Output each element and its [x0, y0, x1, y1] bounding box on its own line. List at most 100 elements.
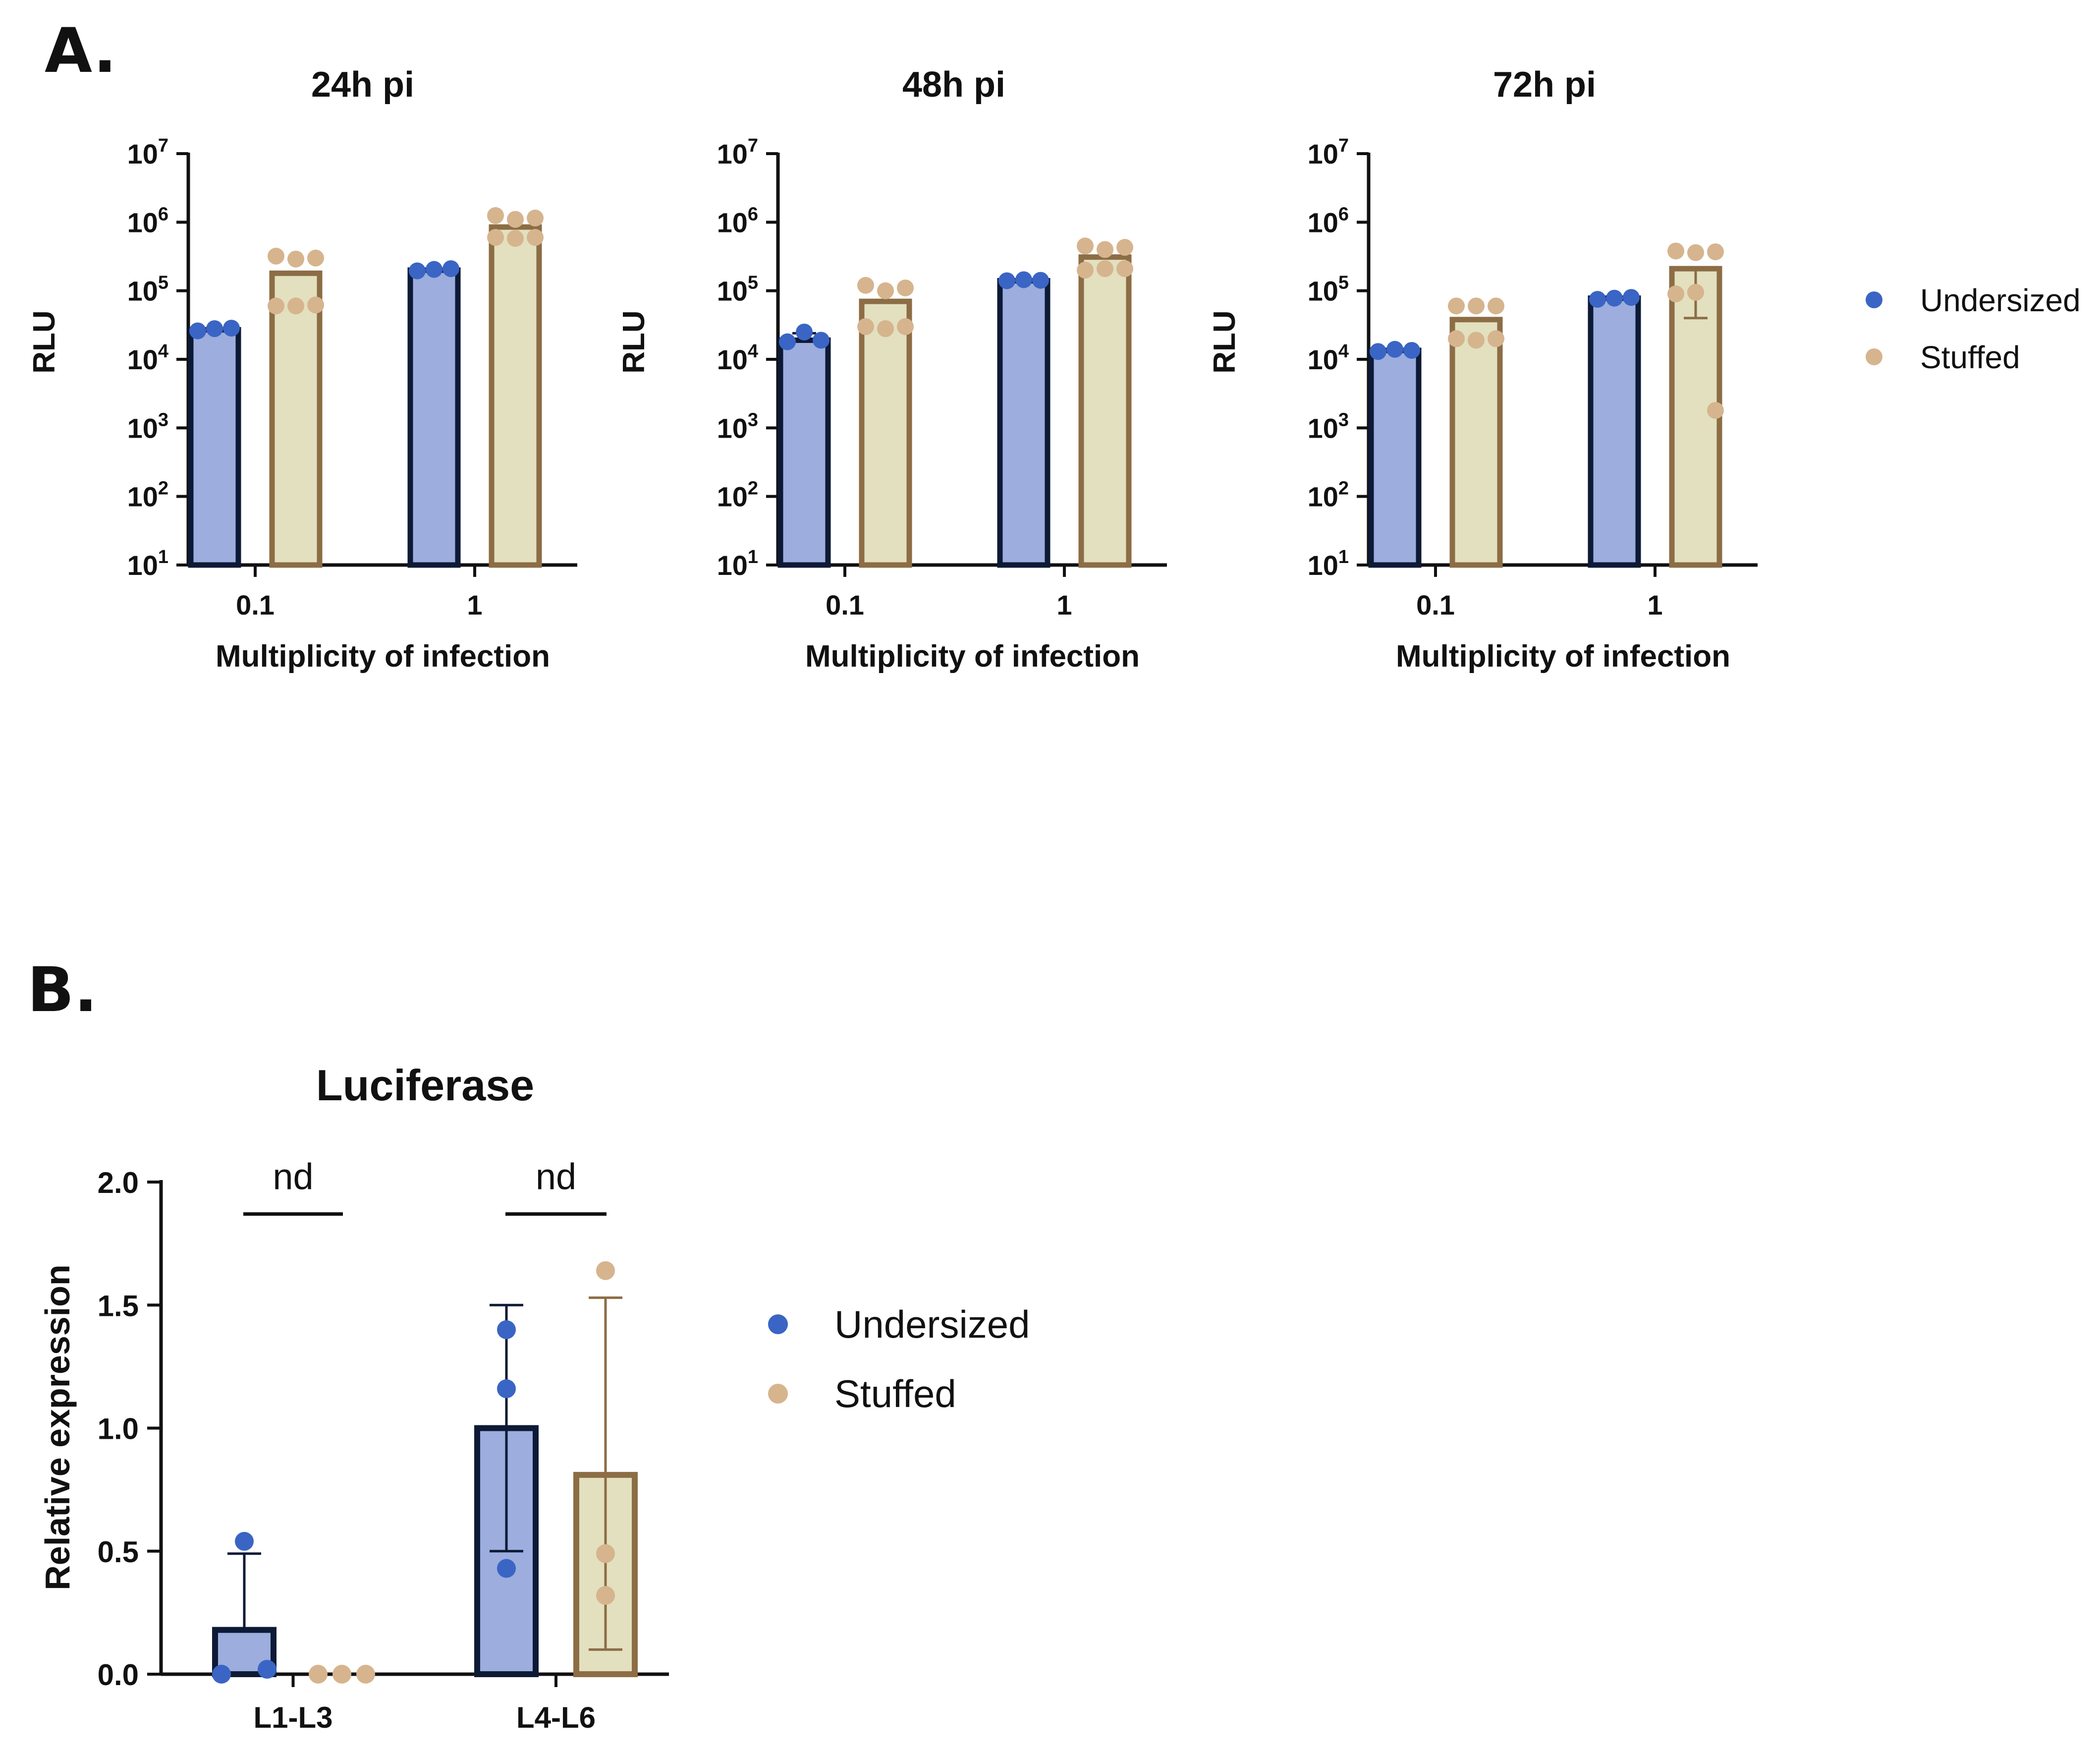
- y-axis-title: RLU: [27, 310, 61, 373]
- point-undersized: [813, 332, 829, 349]
- y-axis-title: RLU: [1208, 310, 1242, 373]
- point-stuffed: [1667, 285, 1684, 302]
- bar-undersized-0.1: [188, 327, 241, 568]
- point-stuffed: [307, 249, 324, 267]
- point-stuffed: [1707, 402, 1724, 419]
- point-stuffed: [1687, 283, 1704, 301]
- point-stuffed: [1097, 260, 1113, 278]
- x-tick-label: 0.1: [1416, 589, 1455, 621]
- x-tick-label: 0.1: [826, 589, 864, 621]
- point-stuffed: [287, 250, 304, 268]
- point-stuffed: [1667, 242, 1684, 260]
- point-stuffed: [487, 229, 504, 246]
- y-tick-label: 102: [1308, 478, 1349, 512]
- point-stuffed: [332, 1665, 351, 1684]
- y-tick-label: 104: [717, 341, 758, 375]
- point-undersized: [1589, 290, 1606, 308]
- y-tick-label: 0.5: [98, 1535, 139, 1569]
- point-undersized: [1623, 289, 1640, 306]
- bar-undersized-1: [997, 278, 1050, 568]
- point-stuffed: [596, 1586, 615, 1605]
- point-undersized: [1386, 340, 1403, 358]
- legend-marker-undersized: [768, 1314, 788, 1334]
- panel-a-label: A.: [45, 15, 116, 87]
- point-stuffed: [1448, 297, 1465, 315]
- y-tick-label: 103: [1308, 409, 1349, 444]
- point-stuffed: [287, 297, 304, 315]
- y-tick-label: 104: [127, 341, 168, 375]
- x-tick-label: L4-L6: [516, 1701, 596, 1734]
- point-stuffed: [527, 209, 544, 226]
- x-axis-title: Multiplicity of infection: [1396, 639, 1730, 674]
- point-undersized: [1015, 271, 1032, 288]
- point-stuffed: [268, 247, 284, 265]
- legend-label-stuffed: Stuffed: [1920, 339, 2020, 375]
- y-tick-label: 106: [1308, 204, 1349, 238]
- chart-luciferase: Luciferase 0.0 0.5 1.0 1.5 2.0 L1-L3 L4-L6 Relat…: [38, 1061, 1030, 1734]
- point-stuffed: [1488, 330, 1504, 347]
- chart-24h: 24h pi 101 102 103 104 105 106 107 0.1 1 Multiplic…: [27, 65, 2081, 674]
- annotation-label: nd: [536, 1156, 576, 1197]
- annotation-label: nd: [273, 1156, 313, 1197]
- point-stuffed: [487, 207, 504, 224]
- x-tick-label: 1: [1056, 589, 1072, 621]
- bar-stuffed-0.1: [269, 270, 323, 568]
- x-tick-label: 1: [1647, 589, 1662, 621]
- point-stuffed: [507, 230, 524, 247]
- y-tick-label: 107: [1308, 135, 1349, 170]
- y-tick-label: 105: [1308, 273, 1349, 307]
- chart-48h: 48h pi 101 102 103 104 105 106 107 0.1 1 Multiplic…: [617, 65, 1167, 674]
- bar-undersized-1: [1588, 295, 1641, 568]
- point-stuffed: [877, 320, 894, 338]
- y-tick-label: 106: [717, 204, 758, 238]
- point-undersized: [426, 261, 442, 278]
- bar-undersized-0.1: [1368, 347, 1422, 568]
- point-stuffed: [897, 318, 914, 335]
- point-stuffed: [1687, 244, 1704, 261]
- x-axis-title: Multiplicity of infection: [805, 639, 1140, 674]
- point-stuffed: [1077, 262, 1094, 279]
- chart-72h: 72h pi 101 102 103 104 105 106 107 0.1 1 Multiplic…: [1208, 65, 1758, 674]
- bar-undersized-0.1: [777, 337, 831, 568]
- point-undersized: [1032, 272, 1049, 289]
- point-stuffed: [507, 211, 524, 228]
- point-undersized: [1370, 343, 1386, 360]
- y-tick-label: 103: [717, 409, 758, 444]
- y-tick-label: 106: [127, 204, 168, 238]
- point-stuffed: [897, 279, 914, 296]
- chart-title: 72h pi: [1493, 65, 1596, 105]
- point-undersized: [1606, 289, 1623, 307]
- point-undersized: [442, 260, 459, 278]
- y-tick-label: 2.0: [98, 1166, 139, 1199]
- chart-title: 24h pi: [311, 65, 414, 105]
- point-stuffed: [268, 297, 284, 315]
- chart-title: 48h pi: [902, 65, 1005, 105]
- y-axis-title: RLU: [617, 310, 651, 373]
- point-stuffed: [1468, 332, 1485, 349]
- point-stuffed: [1116, 260, 1133, 278]
- point-undersized: [223, 320, 240, 337]
- bar-stuffed-1: [489, 224, 542, 568]
- y-tick-label: 102: [717, 478, 758, 512]
- y-tick-label: 105: [127, 273, 168, 307]
- point-undersized: [212, 1665, 231, 1684]
- x-tick-label: 0.1: [236, 589, 275, 621]
- point-stuffed: [1488, 297, 1504, 315]
- y-tick-label: 107: [127, 135, 168, 170]
- x-tick-label: 1: [467, 589, 482, 621]
- bar-stuffed-0.1: [859, 298, 912, 568]
- point-undersized: [497, 1320, 516, 1339]
- y-tick-label: 103: [127, 409, 168, 444]
- y-tick-label: 101: [1308, 547, 1349, 581]
- point-stuffed: [1468, 297, 1485, 315]
- point-stuffed: [356, 1665, 375, 1684]
- point-undersized: [796, 323, 813, 340]
- y-tick-label: 0.0: [98, 1658, 139, 1692]
- point-undersized: [1403, 341, 1420, 359]
- y-tick-label: 102: [127, 478, 168, 512]
- y-tick-label: 105: [717, 273, 758, 307]
- bar-undersized-1: [407, 267, 461, 568]
- point-undersized: [235, 1531, 254, 1551]
- legend-label-stuffed: Stuffed: [834, 1372, 956, 1415]
